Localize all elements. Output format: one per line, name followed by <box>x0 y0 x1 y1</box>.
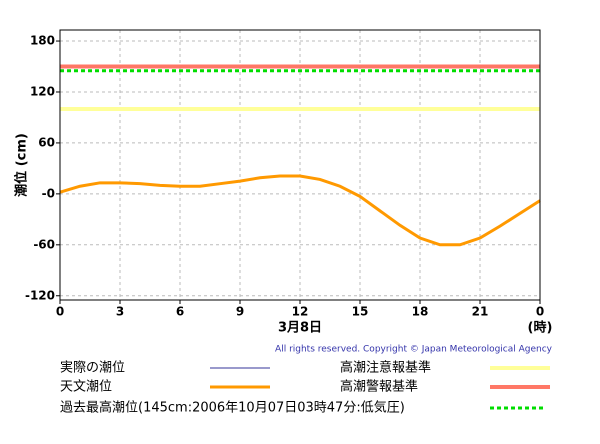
x-axis-label: 3月8日 <box>278 321 322 336</box>
legend-label: 高潮警報基準 <box>340 379 418 395</box>
x-tick-label: 18 <box>412 305 429 319</box>
series-line <box>59 174 541 247</box>
copyright: All rights reserved. Copyright © Japan M… <box>275 345 553 355</box>
y-tick-label: -120 <box>25 288 55 302</box>
y-tick-label: 60 <box>38 135 55 149</box>
x-tick-label: 0 <box>56 305 64 319</box>
x-tick-label: 9 <box>236 305 244 319</box>
x-axis-unit: (時) <box>528 320 553 336</box>
y-tick-label: -60 <box>33 237 55 251</box>
y-tick-label: 180 <box>30 34 55 48</box>
x-tick-label: 15 <box>352 305 369 319</box>
legend-label: 天文潮位 <box>60 380 112 395</box>
y-axis-label: 潮位 (cm) <box>14 133 30 197</box>
y-tick-label: -0 <box>42 186 55 200</box>
legend-label: 高潮注意報基準 <box>340 360 431 376</box>
x-tick-label: 0 <box>536 305 544 319</box>
legend-label: 過去最高潮位(145cm:2006年10月07日03時47分:低気圧) <box>60 400 405 416</box>
x-tick-label: 6 <box>176 305 184 319</box>
legend-label: 実際の潮位 <box>60 360 125 376</box>
x-tick-label: 21 <box>472 305 489 319</box>
x-tick-label: 3 <box>116 305 124 319</box>
x-tick-label: 12 <box>292 305 309 319</box>
y-tick-label: 120 <box>30 84 55 98</box>
